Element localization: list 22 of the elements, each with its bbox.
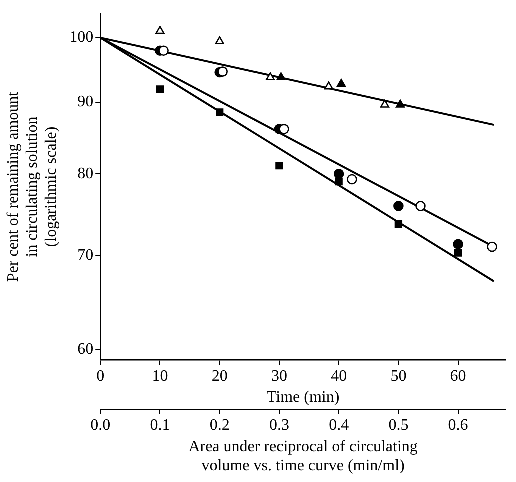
- x-tick-label: 60: [450, 368, 466, 385]
- x2-tick-label: 0.3: [269, 417, 290, 434]
- x-tick-label: 40: [331, 368, 348, 385]
- y-tick-label: 90: [78, 93, 94, 110]
- x-tick-label: 20: [212, 368, 228, 385]
- x-tick-label: 10: [152, 368, 168, 385]
- x2-axis-title: Area under reciprocal of circulating volume vs. time curve (min/ml): [188, 438, 418, 475]
- x2-tick-label: 0.5: [388, 417, 409, 434]
- x-tick-label: 50: [390, 368, 407, 385]
- x2-tick-label: 0.2: [210, 417, 230, 434]
- x2-tick-label: 0.4: [329, 417, 350, 434]
- x-tick-label: 30: [271, 368, 288, 385]
- x-tick-label: 0: [96, 368, 105, 385]
- y-tick-label: 60: [78, 340, 94, 358]
- y-tick-label: 100: [70, 29, 94, 46]
- x-axis-title: Time (min): [266, 389, 340, 406]
- x2-tick-label: 0.6: [448, 417, 468, 434]
- y-axis-title: Per cent of remaining amount in circulating solution (logarithmic scale): [4, 91, 60, 282]
- y-tick-label: 70: [78, 246, 94, 264]
- x2-tick-label: 0.0: [90, 417, 111, 434]
- x2-tick-label: 0.1: [150, 417, 170, 434]
- y-tick-label: 80: [78, 165, 94, 182]
